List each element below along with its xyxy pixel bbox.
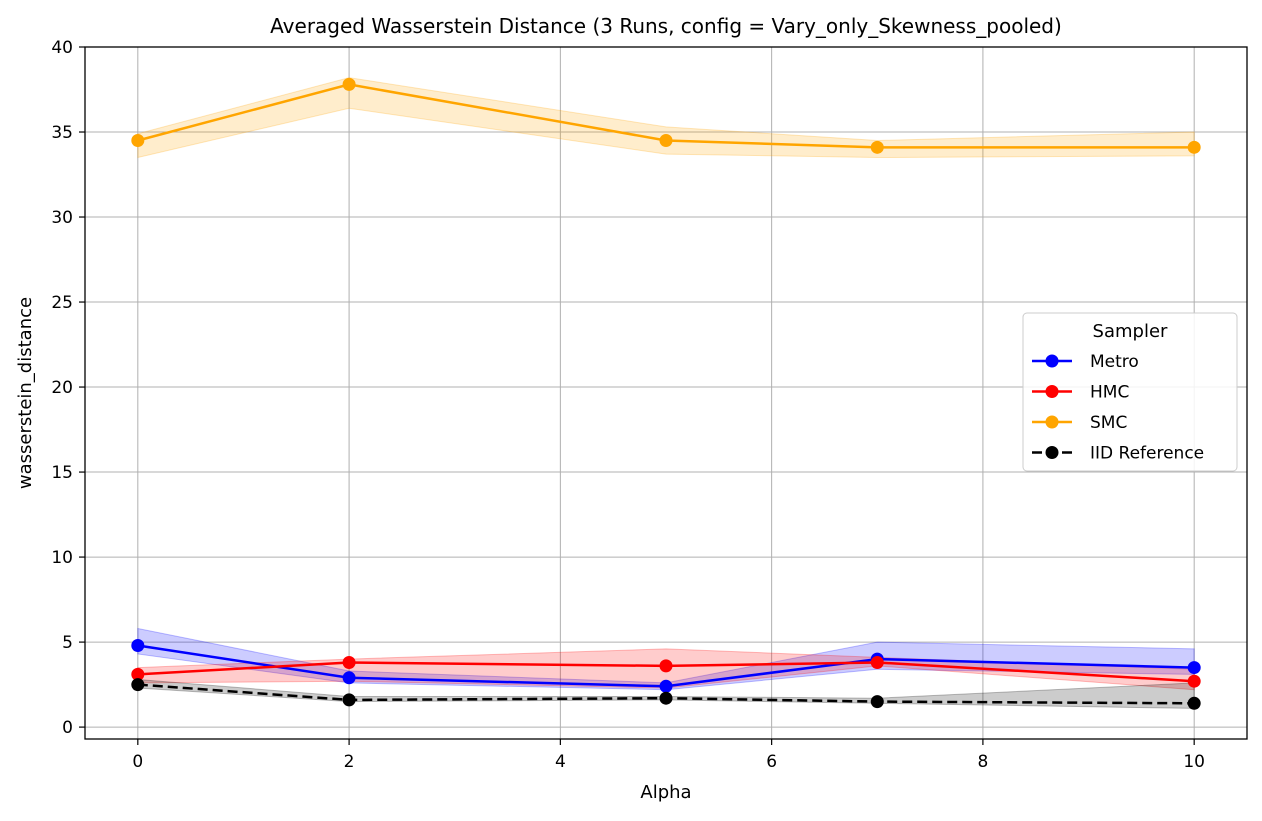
iid-reference-point [659,691,673,705]
smc-band [137,77,1195,159]
legend-swatch-marker [1045,446,1059,459]
hmc-point [1187,674,1201,688]
x-tick-label: 8 [977,752,988,772]
hmc-point [659,659,673,673]
y-tick-label: 0 [62,718,73,738]
metro-point [342,671,356,685]
smc-point [659,134,673,148]
y-axis-label: wasserstein_distance [15,297,36,489]
series-points [131,77,1201,710]
metro-point [659,679,673,693]
x-tick-label: 6 [766,752,777,772]
iid-reference-point [870,695,884,709]
legend-swatch-marker [1045,385,1059,398]
hmc-point [342,655,356,669]
x-tick-label: 4 [555,752,566,772]
legend-swatch-marker [1045,354,1059,368]
x-tick-label: 2 [344,752,355,772]
x-axis-ticks: 0 2 4 6 8 10 [132,739,1205,772]
iid-reference-point [131,678,145,692]
legend-label: HMC [1090,383,1129,403]
y-tick-label: 20 [51,378,73,398]
y-tick-label: 10 [51,548,73,568]
metro-point [131,638,145,652]
legend-label: Metro [1090,352,1139,372]
metro-point [1187,661,1201,675]
y-tick-label: 25 [51,293,73,313]
iid-reference-point [1187,696,1201,710]
y-tick-label: 40 [51,38,73,58]
legend-swatch-marker [1045,415,1059,429]
legend-item-iid-reference: IID Reference [1032,444,1204,464]
legend-title: Sampler [1093,321,1168,342]
hmc-point [870,655,884,669]
plot-frame [84,46,1248,740]
smc-point [1187,140,1201,154]
legend-item-smc: SMC [1032,413,1127,433]
legend-item-metro: Metro [1032,352,1139,372]
x-tick-label: 10 [1183,752,1205,772]
y-tick-label: 15 [51,463,73,483]
y-tick-label: 30 [51,208,73,228]
smc-point [131,134,145,148]
metro-band [137,627,1195,691]
iid-reference-point [342,693,356,707]
y-axis-ticks: 0 5 10 15 20 25 30 35 40 [51,38,85,738]
legend-label: SMC [1090,413,1127,433]
legend-box [1022,312,1238,472]
y-tick-label: 5 [62,633,73,653]
smc-point [342,77,356,91]
chart-title: Averaged Wasserstein Distance (3 Runs, c… [270,14,1062,38]
hmc-point [131,667,145,681]
x-tick-label: 0 [132,752,143,772]
legend: Sampler Metro HMC SMC IID Reference [1022,312,1238,472]
x-axis-label: Alpha [640,782,691,803]
legend-label: IID Reference [1090,444,1204,464]
y-tick-label: 35 [51,123,73,143]
legend-item-hmc: HMC [1032,383,1129,403]
smc-point [870,140,884,154]
